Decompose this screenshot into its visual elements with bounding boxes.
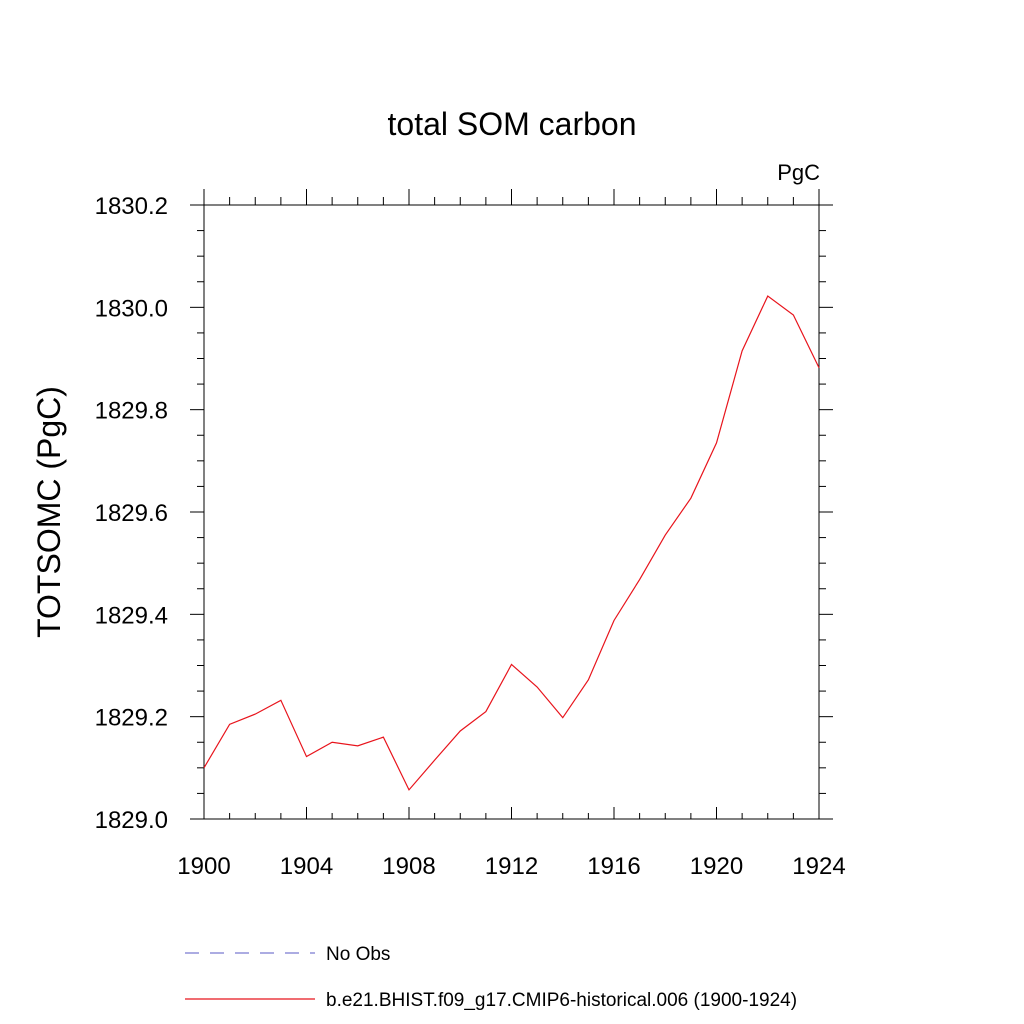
x-tick-label: 1912 bbox=[485, 853, 538, 880]
series-line bbox=[203, 295, 820, 791]
x-tick-label: 1900 bbox=[177, 853, 230, 880]
x-tick-label: 1908 bbox=[382, 853, 435, 880]
legend-label: No Obs bbox=[326, 944, 390, 965]
units-label: PgC bbox=[777, 160, 820, 185]
x-tick-label: 1920 bbox=[690, 853, 743, 880]
plot-frame bbox=[203, 204, 820, 820]
x-tick-label: 1904 bbox=[280, 853, 333, 880]
y-tick-label: 1829.6 bbox=[95, 500, 168, 527]
y-tick-labels: 1829.0 1829.2 1829.4 1829.6 1829.8 1830.0 1830… bbox=[95, 193, 168, 834]
y-tick-label: 1829.8 bbox=[95, 398, 168, 425]
legend: No Obs b.e21.BHIST.f09_g17.CMIP6-historic… bbox=[185, 944, 797, 1011]
y-tick-label: 1830.0 bbox=[95, 295, 168, 322]
legend-label: b.e21.BHIST.f09_g17.CMIP6-historical.006… bbox=[326, 990, 797, 1011]
y-tick-label: 1830.2 bbox=[95, 193, 168, 220]
y-tick-label: 1829.2 bbox=[95, 705, 168, 732]
axis-ticks bbox=[190, 189, 833, 820]
y-tick-label: 1829.0 bbox=[95, 807, 168, 834]
x-tick-label: 1924 bbox=[792, 853, 845, 880]
y-axis-label: TOTSOMC (PgC) bbox=[31, 386, 67, 638]
series-lines bbox=[203, 295, 820, 791]
x-tick-label: 1916 bbox=[587, 853, 640, 880]
x-tick-labels: 1900 1904 1908 1912 1916 1920 1924 bbox=[177, 853, 845, 880]
y-tick-label: 1829.4 bbox=[95, 602, 168, 629]
chart-title: total SOM carbon bbox=[388, 106, 637, 142]
